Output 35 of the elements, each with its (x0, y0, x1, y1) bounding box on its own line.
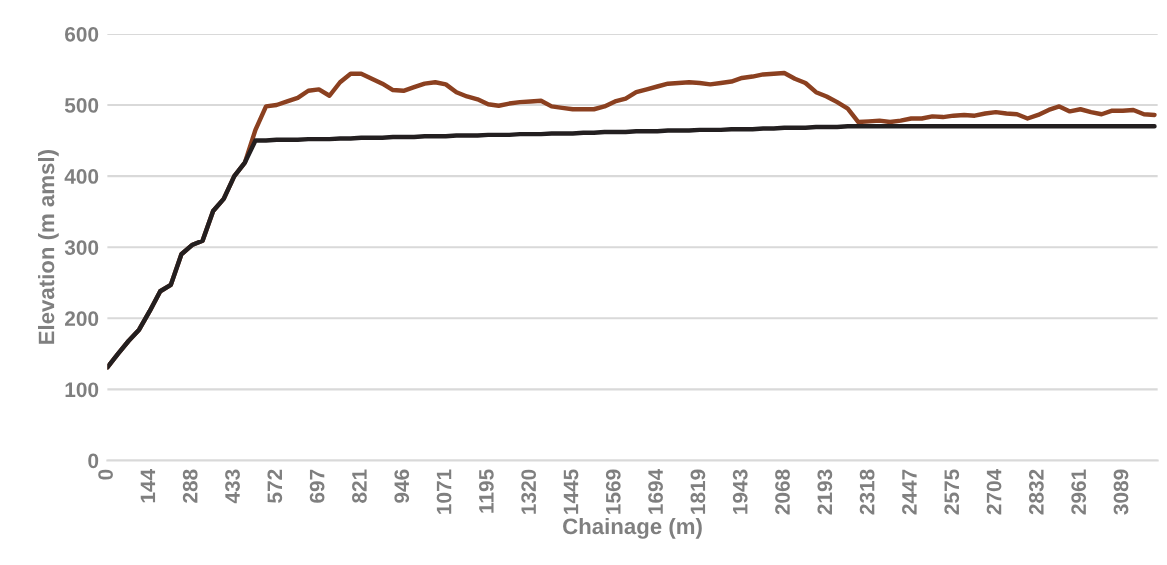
line-series (107, 124, 1157, 370)
x-tick-label: 946 (394, 469, 410, 503)
y-tick-label: 300 (64, 240, 99, 255)
x-tick-label: 2318 (859, 469, 875, 515)
x-tick-label: 1071 (436, 469, 452, 514)
y-axis-title: Elevation (m amsl) (38, 150, 59, 344)
x-tick-label: 1320 (521, 469, 537, 514)
y-tick-label: 200 (65, 311, 99, 327)
x-tick-label: 1569 (605, 469, 621, 514)
x-tick-label: 1694 (648, 468, 663, 514)
x-tick-label: 1943 (732, 469, 748, 514)
x-axis-title: Chainage (m) (563, 517, 702, 539)
x-tick-label: 2193 (817, 469, 833, 515)
x-tick-label: 2832 (1028, 469, 1044, 515)
x-tick-label: 2447 (902, 469, 917, 515)
x-tick-label: 572 (267, 469, 283, 503)
y-tick-label: 100 (65, 382, 99, 398)
y-tick-label: 400 (64, 169, 99, 184)
x-tick-label: 433 (225, 469, 240, 504)
x-tick-label: 0 (98, 469, 113, 480)
x-tick-label: 288 (182, 469, 198, 503)
x-tick-label: 144 (140, 468, 156, 503)
x-tick-label: 821 (352, 469, 367, 503)
x-tick-label: 2704 (986, 468, 1002, 515)
x-tick-label: 2068 (775, 469, 790, 515)
x-tick-label: 1819 (690, 469, 706, 514)
x-tick-label: 2961 (1071, 469, 1087, 515)
x-tick-label: 2575 (944, 469, 960, 515)
y-tick-label: 500 (64, 98, 99, 113)
x-tick-label: 1195 (478, 469, 494, 513)
x-tick-label: 3089 (1113, 469, 1129, 515)
y-tick-label: 0 (88, 453, 99, 469)
x-tick-label: 1445 (563, 469, 579, 514)
x-tick-label: 697 (309, 469, 325, 503)
y-tick-label: 600 (65, 26, 99, 42)
